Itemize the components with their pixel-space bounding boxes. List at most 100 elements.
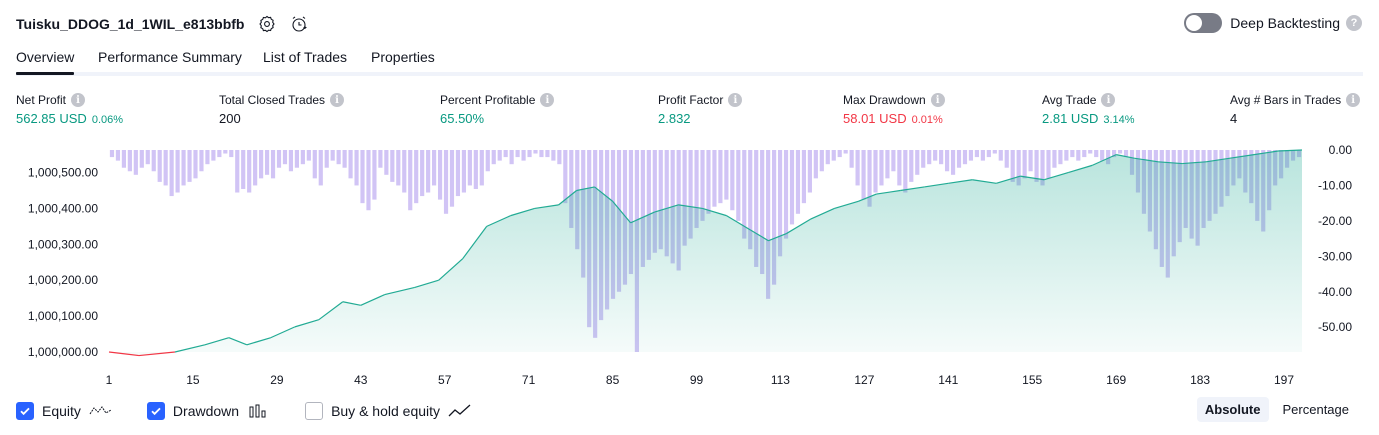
drawdown-bar bbox=[211, 150, 216, 161]
equity-line-segment bbox=[1091, 154, 1117, 166]
drawdown-bar bbox=[1070, 150, 1075, 158]
drawdown-bar bbox=[485, 150, 490, 172]
drawdown-bar bbox=[426, 150, 431, 193]
help-icon[interactable]: ? bbox=[1346, 15, 1362, 31]
equity-line-segment bbox=[810, 207, 835, 220]
drawdown-bar bbox=[354, 150, 359, 186]
drawdown-bar bbox=[652, 150, 657, 253]
equity-line-segment bbox=[900, 186, 925, 192]
drawdown-bar bbox=[730, 150, 735, 211]
legend-buy-hold[interactable]: Buy & hold equity bbox=[305, 402, 472, 420]
info-icon[interactable]: i bbox=[1101, 93, 1116, 107]
drawdown-bar bbox=[300, 150, 305, 165]
drawdown-bar bbox=[360, 150, 365, 204]
percentage-button[interactable]: Percentage bbox=[1282, 402, 1350, 417]
info-icon[interactable]: i bbox=[1346, 93, 1361, 107]
drawdown-bar bbox=[1117, 150, 1123, 154]
drawdown-bar bbox=[867, 150, 872, 207]
drawdown-bar bbox=[264, 150, 270, 175]
legend-drawdown[interactable]: Drawdown bbox=[146, 402, 271, 420]
drawdown-bar bbox=[187, 150, 192, 182]
equity-checkbox[interactable] bbox=[16, 402, 34, 420]
drawdown-bar bbox=[962, 150, 968, 165]
metric-max-drawdown: Max Drawdown i 58.01 USD 0.01% bbox=[843, 93, 945, 126]
drawdown-bar bbox=[807, 150, 812, 193]
equity-drawdown-chart[interactable]: 1,000,000.00 1,000,100.00 1,000,200.00 1,00… bbox=[0, 140, 1379, 392]
drawdown-bar bbox=[897, 150, 902, 186]
drawdown-bar bbox=[873, 150, 878, 193]
equity-line-segment bbox=[486, 215, 511, 227]
drawdown-bar bbox=[557, 150, 562, 165]
metric-profit-factor: Profit Factor i 2.832 bbox=[658, 93, 743, 126]
gear-icon[interactable] bbox=[258, 15, 276, 33]
report-tabs: Overview Performance Summary List of Tra… bbox=[16, 44, 1363, 76]
drawdown-bar bbox=[968, 150, 974, 161]
drawdown-bar bbox=[754, 150, 759, 267]
drawdown-bar bbox=[288, 150, 294, 172]
equity-line-icon bbox=[89, 403, 113, 419]
buy-hold-checkbox[interactable] bbox=[305, 402, 324, 420]
x-tick-label: 71 bbox=[522, 373, 536, 387]
equity-line-segment bbox=[1205, 157, 1231, 163]
equity-line-segment bbox=[834, 200, 859, 210]
drawdown-bar bbox=[282, 150, 288, 165]
info-icon[interactable]: i bbox=[930, 93, 945, 107]
alarm-clock-add-icon[interactable] bbox=[290, 15, 308, 33]
drawdown-axis: 0.00 -10.00 -20.00 -30.00 -40.00 -50.00 bbox=[1318, 143, 1352, 334]
legend-equity[interactable]: Equity bbox=[16, 402, 113, 420]
drawdown-checkbox[interactable] bbox=[146, 402, 165, 420]
absolute-button[interactable]: Absolute bbox=[1196, 397, 1269, 422]
drawdown-bar bbox=[479, 150, 484, 186]
tab-properties[interactable]: Properties bbox=[371, 49, 435, 65]
drawdown-bar bbox=[563, 150, 568, 204]
drawdown-bar bbox=[509, 150, 514, 165]
drawdown-bar bbox=[795, 150, 801, 214]
deep-backtesting-toggle[interactable] bbox=[1184, 13, 1223, 33]
drawdown-bar bbox=[294, 150, 299, 168]
info-icon[interactable]: i bbox=[71, 93, 86, 107]
metric-label: Total Closed Trades bbox=[219, 93, 326, 107]
x-tick-label: 15 bbox=[186, 373, 200, 387]
drawdown-bar bbox=[109, 150, 115, 158]
drawdown-bar bbox=[312, 150, 317, 179]
drawdown-bar bbox=[342, 150, 347, 168]
drawdown-bar bbox=[748, 150, 753, 250]
drawdown-bar bbox=[801, 150, 807, 204]
equity-tick-label: 1,000,000.00 bbox=[28, 345, 98, 359]
legend-label: Buy & hold equity bbox=[331, 403, 441, 419]
equity-line-segment bbox=[1020, 175, 1045, 181]
drawdown-bar bbox=[449, 150, 455, 207]
x-tick-label: 127 bbox=[854, 373, 874, 387]
drawdown-bar bbox=[372, 150, 377, 200]
drawdown-bar bbox=[145, 150, 150, 165]
metric-value: 562.85 USD bbox=[16, 111, 87, 126]
drawdown-bar bbox=[1028, 150, 1033, 172]
drawdown-bar bbox=[551, 150, 556, 161]
tab-overview[interactable]: Overview bbox=[16, 49, 75, 75]
equity-line-segment bbox=[318, 301, 344, 321]
drawdown-bar bbox=[879, 150, 884, 186]
info-icon[interactable]: i bbox=[540, 93, 555, 107]
equity-line-segment bbox=[270, 326, 296, 339]
drawdown-bar bbox=[903, 150, 908, 193]
info-icon[interactable]: i bbox=[330, 93, 345, 107]
equity-line-segment bbox=[786, 218, 811, 235]
tab-list-of-trades[interactable]: List of Trades bbox=[263, 49, 348, 65]
drawdown-bar bbox=[175, 150, 180, 193]
x-tick-label: 155 bbox=[1022, 373, 1042, 387]
equity-tick-label: 1,000,300.00 bbox=[28, 237, 98, 251]
equity-line-segment bbox=[384, 286, 415, 296]
metric-label: Avg # Bars in Trades bbox=[1230, 93, 1342, 107]
drawdown-bar bbox=[259, 150, 264, 179]
metric-label: Avg Trade bbox=[1042, 93, 1097, 107]
equity-line-segment bbox=[654, 204, 679, 213]
tab-performance-summary[interactable]: Performance Summary bbox=[98, 49, 242, 65]
drawdown-tick-label: -30.00 bbox=[1318, 249, 1352, 263]
drawdown-bar bbox=[545, 150, 550, 158]
drawdown-bar bbox=[139, 150, 144, 168]
drawdown-bar bbox=[330, 150, 335, 161]
drawdown-bar bbox=[986, 150, 991, 158]
drawdown-bar bbox=[718, 150, 723, 204]
info-icon[interactable]: i bbox=[728, 93, 743, 107]
equity-line-segment bbox=[1182, 161, 1207, 165]
